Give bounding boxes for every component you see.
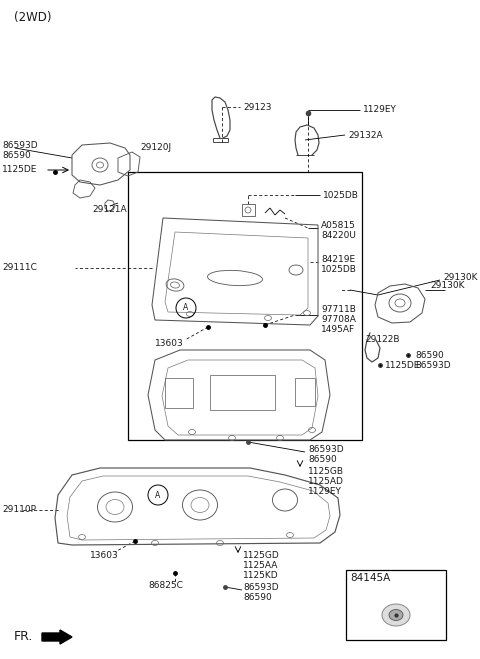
Text: 86593D: 86593D <box>2 140 37 150</box>
Text: 97711B: 97711B <box>321 306 356 314</box>
Text: 1125GD: 1125GD <box>243 550 280 559</box>
Text: 29123: 29123 <box>243 103 272 111</box>
Text: 97708A: 97708A <box>321 316 356 324</box>
Text: 1125DE: 1125DE <box>385 360 420 370</box>
Text: 86590: 86590 <box>415 351 444 360</box>
Text: A05815: A05815 <box>321 221 356 229</box>
Ellipse shape <box>389 610 403 621</box>
Text: 84220U: 84220U <box>321 231 356 239</box>
Bar <box>128 172 362 440</box>
Text: 1125AD: 1125AD <box>308 478 344 486</box>
Text: A: A <box>183 304 189 312</box>
Text: 1495AF: 1495AF <box>321 326 355 335</box>
FancyArrow shape <box>42 630 72 644</box>
Text: 86593D: 86593D <box>415 360 451 370</box>
Text: 13603: 13603 <box>90 550 119 559</box>
Text: 86590: 86590 <box>243 594 272 602</box>
Text: 84145A: 84145A <box>350 573 390 583</box>
Text: FR.: FR. <box>14 631 34 643</box>
Text: 29120J: 29120J <box>140 144 171 152</box>
Bar <box>210 375 275 410</box>
Text: 1125GB: 1125GB <box>308 467 344 476</box>
Text: 29111C: 29111C <box>2 264 37 273</box>
Text: 86590: 86590 <box>2 150 31 159</box>
Text: 86593D: 86593D <box>243 583 278 592</box>
Text: 29110P: 29110P <box>2 505 36 515</box>
Text: 29132A: 29132A <box>348 130 383 140</box>
Text: 1125DE: 1125DE <box>2 165 37 175</box>
Text: (2WD): (2WD) <box>14 11 51 24</box>
Ellipse shape <box>382 604 410 626</box>
Text: 1129EY: 1129EY <box>308 488 342 496</box>
Bar <box>346 570 446 640</box>
Text: 86593D: 86593D <box>308 445 344 455</box>
Bar <box>165 378 193 408</box>
Text: 29122B: 29122B <box>365 335 399 345</box>
Text: 13603: 13603 <box>155 339 184 347</box>
Text: 84219E: 84219E <box>321 256 355 264</box>
Text: 86590: 86590 <box>308 455 337 465</box>
Text: 86825C: 86825C <box>148 581 183 590</box>
Bar <box>242 204 255 216</box>
Text: 29130K: 29130K <box>443 273 478 283</box>
Text: 29121A: 29121A <box>92 206 127 214</box>
Bar <box>295 378 315 406</box>
Text: 1125AA: 1125AA <box>243 561 278 569</box>
Text: 1125KD: 1125KD <box>243 571 278 579</box>
Text: A: A <box>156 490 161 500</box>
Text: 1025DB: 1025DB <box>321 266 357 275</box>
Text: 1129EY: 1129EY <box>363 105 397 115</box>
Text: 29130K: 29130K <box>430 281 465 289</box>
Text: 1025DB: 1025DB <box>323 190 359 200</box>
